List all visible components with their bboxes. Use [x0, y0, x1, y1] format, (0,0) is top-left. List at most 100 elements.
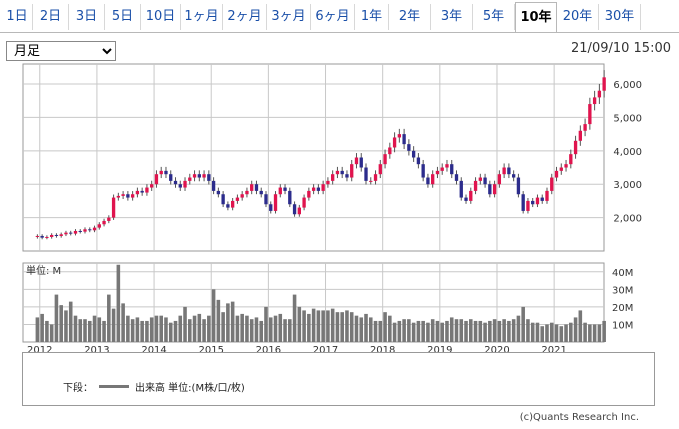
candle-body — [488, 184, 492, 195]
volume-bar — [297, 306, 302, 342]
candle-body — [331, 174, 335, 181]
candle-body — [73, 230, 78, 234]
volume-bar — [345, 310, 349, 342]
volume-bar — [45, 320, 49, 342]
volume-bar — [273, 315, 278, 342]
volume-bar — [121, 303, 125, 342]
tab-2日[interactable]: 2日 — [33, 4, 69, 30]
x-tick-label: 2020 — [484, 345, 509, 352]
candle-body — [111, 197, 116, 218]
candle-body — [278, 187, 282, 195]
volume-bar — [492, 319, 497, 342]
y-tick-label: 6,000 — [613, 80, 642, 91]
tab-20年[interactable]: 20年 — [557, 4, 599, 30]
candle-body — [369, 180, 373, 182]
candle-body — [178, 184, 182, 188]
candle-body — [431, 174, 435, 185]
candle-body — [126, 194, 130, 198]
candle-body — [597, 90, 602, 98]
candle-body — [197, 174, 201, 178]
candle-body — [383, 154, 387, 165]
volume-bar — [564, 324, 568, 342]
candle-body — [326, 180, 330, 185]
tab-10年[interactable]: 10年 — [515, 2, 557, 33]
volume-bar — [35, 317, 40, 342]
candle-body — [364, 167, 368, 181]
volume-bar — [588, 324, 592, 342]
volume-bar — [311, 308, 316, 342]
x-tick-label: 2019 — [427, 345, 452, 352]
volume-bar — [411, 322, 416, 342]
tab-3年[interactable]: 3年 — [431, 4, 473, 30]
volume-bar — [307, 313, 311, 342]
tab-2年[interactable]: 2年 — [389, 4, 431, 30]
candle-body — [230, 200, 235, 208]
volume-bar — [211, 289, 216, 342]
candle-body — [531, 200, 535, 205]
volume-bar — [216, 299, 221, 342]
volume-bar — [202, 319, 206, 342]
tab-30年[interactable]: 30年 — [599, 4, 641, 30]
volume-bar — [535, 322, 540, 342]
candle-body — [559, 167, 563, 171]
volume-bar — [573, 317, 578, 342]
volume-bar — [288, 319, 292, 342]
volume-bar — [154, 315, 159, 342]
volume-bar — [302, 310, 306, 342]
candle-body — [145, 187, 149, 193]
volume-bar — [540, 326, 545, 342]
tab-1ヶ月[interactable]: 1ヶ月 — [181, 4, 223, 30]
tab-1日[interactable]: 1日 — [2, 4, 33, 30]
volume-bar — [188, 319, 192, 342]
volume-bar — [583, 322, 587, 342]
volume-bar — [130, 319, 135, 342]
tab-6ヶ月[interactable]: 6ヶ月 — [311, 4, 355, 30]
candle-body — [164, 170, 168, 175]
candle-body — [521, 194, 525, 211]
candle-body — [340, 170, 344, 175]
volume-bar — [359, 317, 364, 342]
volume-bar — [283, 319, 287, 342]
volume-bar — [278, 313, 283, 342]
candle-body — [397, 134, 402, 138]
volume-tick-label: 40M — [612, 268, 633, 279]
volume-bar — [368, 317, 373, 342]
volume-bar — [111, 308, 116, 342]
volume-bar — [592, 324, 597, 342]
x-tick-label: 2017 — [313, 345, 338, 352]
tab-2ヶ月[interactable]: 2ヶ月 — [223, 4, 267, 30]
candle-body — [302, 197, 306, 208]
volume-bar — [268, 317, 273, 342]
candle-body — [88, 229, 92, 231]
tab-3ヶ月[interactable]: 3ヶ月 — [267, 4, 311, 30]
tab-5日[interactable]: 5日 — [105, 4, 141, 30]
volume-bar — [40, 313, 44, 342]
period-tabs: 1日 2日 3日 5日 10日 1ヶ月 2ヶ月 3ヶ月 6ヶ月 1年 2年 3年 5年 10年 20年 30年 — [0, 0, 679, 33]
candle-body — [35, 235, 40, 237]
tab-3日[interactable]: 3日 — [69, 4, 105, 30]
interval-select[interactable]: 月足 — [6, 41, 116, 61]
volume-bar — [68, 301, 73, 342]
x-tick-label: 2015 — [198, 345, 223, 352]
tab-10日[interactable]: 10日 — [141, 4, 181, 30]
price-panel-frame — [22, 63, 605, 252]
tab-5年[interactable]: 5年 — [473, 4, 515, 30]
volume-bar — [459, 319, 464, 342]
volume-bar — [102, 320, 106, 342]
candle-body — [250, 184, 254, 191]
volume-bar — [78, 319, 83, 342]
tab-1年[interactable]: 1年 — [355, 4, 389, 30]
candle-body — [516, 177, 521, 195]
candle-body — [483, 177, 487, 185]
volume-bar — [178, 315, 183, 342]
volume-bar — [392, 322, 397, 342]
candle-body — [511, 174, 516, 178]
volume-bar — [397, 320, 402, 342]
candle-body — [102, 220, 106, 225]
candle-body — [583, 124, 587, 131]
volume-bar — [407, 319, 411, 342]
candle-body — [54, 234, 59, 236]
volume-bar — [402, 319, 406, 342]
candle-body — [130, 194, 135, 198]
x-tick-label: 2013 — [84, 345, 109, 352]
